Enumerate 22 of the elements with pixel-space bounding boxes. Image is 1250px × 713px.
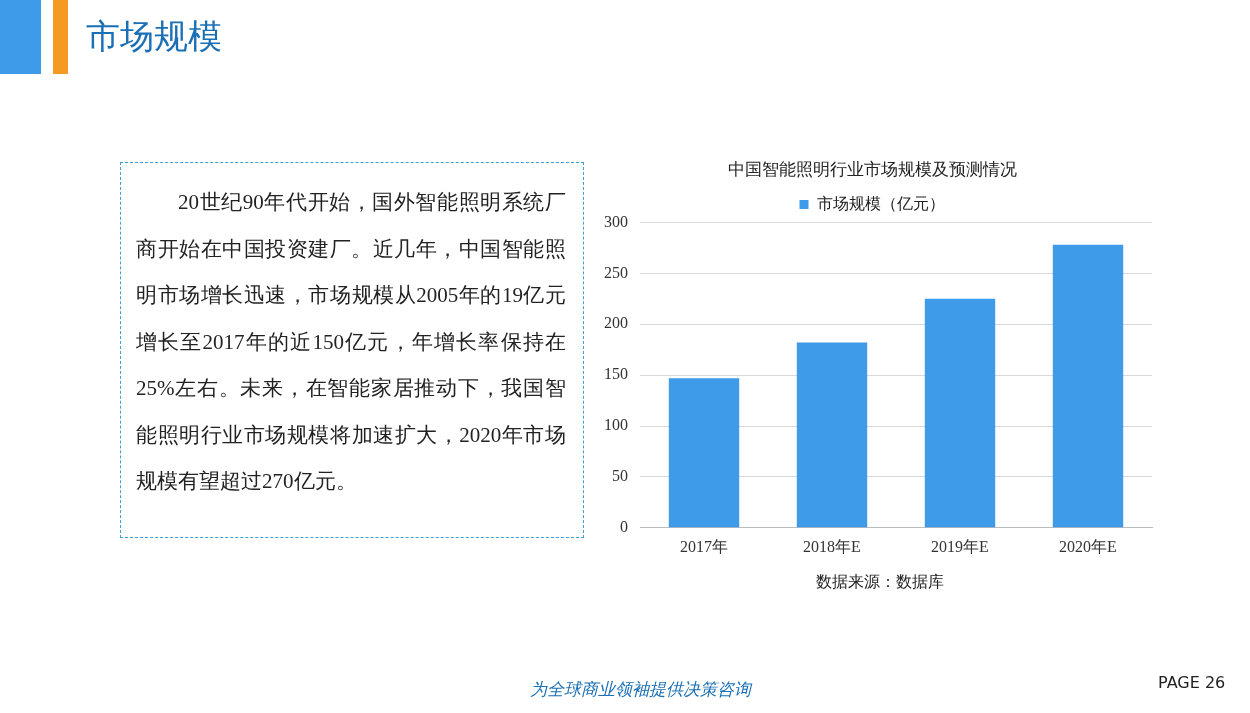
y-tick-label: 200 [604, 314, 628, 332]
bar [924, 298, 996, 528]
chart-title: 中国智能照明行业市场规模及预测情况 [727, 158, 1017, 179]
source-note: 数据来源：数据库 [815, 572, 945, 593]
y-tick-label: 0 [620, 518, 628, 535]
legend-label: 市场规模（亿元） [816, 193, 945, 213]
bar [1052, 244, 1124, 528]
x-tick-label: 2017年 [680, 537, 728, 555]
bar [668, 378, 740, 528]
bar [796, 342, 868, 528]
y-tick-label: 150 [604, 365, 628, 383]
y-tick-label: 300 [604, 212, 628, 230]
text: PAGE 26 [1158, 673, 1226, 692]
text: 为全球商业领袖提供决策咨询 [528, 678, 753, 701]
y-tick-label: 50 [612, 467, 628, 485]
y-tick-label: 250 [604, 263, 628, 281]
text: 20世纪90年代开始，国外智能照明系统厂商开始在中国投资建厂。近几年，中国智能照明市场增长迅速，市场规模从2005年的19亿元增长至2017年的近150亿元，年增长率保持在25%左右。未来，在智能家居推动下，我国智能照明行业市场规模将加速扩大，2020年市场规模有望超过270亿元。 [120, 162, 584, 538]
x-tick-label: 2019年E [931, 537, 989, 555]
y-tick-label: 100 [604, 416, 628, 434]
x-tick-label: 2018年E [803, 537, 861, 555]
text: 市场规模 [86, 15, 222, 58]
x-tick-label: 2020年E [1059, 537, 1117, 555]
